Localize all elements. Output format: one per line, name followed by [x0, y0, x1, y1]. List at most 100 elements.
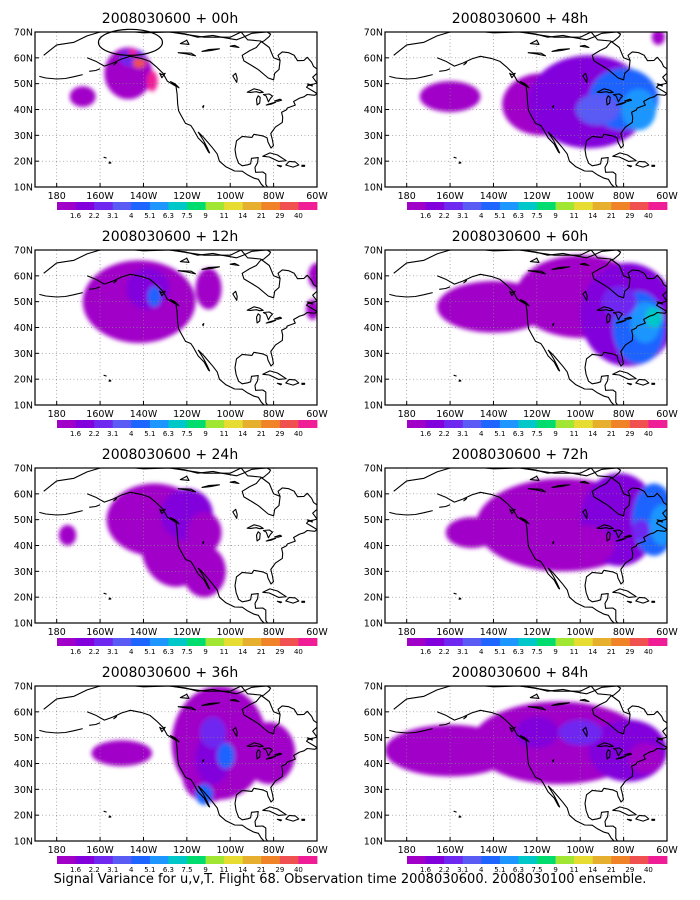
colorbar-swatch: [574, 202, 594, 210]
variance-field: [91, 686, 296, 805]
lat-tick-label: 50N: [14, 79, 33, 90]
map-panel: 2008030600 + 72h 70N 60N 50N 40N 30N 20N 10N 180…: [355, 444, 685, 659]
colorbar-label: 7.5: [531, 212, 542, 220]
coastline: [463, 279, 468, 284]
coastline: [623, 316, 633, 320]
graticule: [385, 686, 667, 841]
colorbar-label: 5.1: [144, 212, 155, 220]
colorbar-swatch: [555, 420, 575, 428]
coastline: [201, 702, 220, 706]
graticule: [35, 468, 317, 623]
colorbar-swatch: [149, 420, 169, 428]
coastline: [319, 516, 333, 528]
colorbar-label: 9: [203, 212, 207, 220]
colorbar-swatch: [518, 638, 538, 646]
variance-field: [69, 47, 158, 107]
coastline: [240, 468, 281, 517]
coastlines: [39, 686, 317, 841]
graticule: [385, 468, 667, 623]
map-panel: 2008030600 + 60h 70N 60N 50N 40N 30N 20N 10N 180…: [355, 226, 685, 441]
panel-title: 2008030600 + 60h: [451, 229, 589, 245]
colorbar-swatch: [279, 202, 299, 210]
colorbar-label: 11: [220, 430, 229, 438]
lon-tick-label: 140W: [480, 627, 508, 638]
coastline: [596, 306, 614, 312]
coastline: [89, 722, 101, 726]
colorbar-label: 5.1: [494, 430, 505, 438]
lat-tick-label: 10N: [14, 401, 33, 412]
lat-tick-label: 50N: [364, 79, 383, 90]
colorbar-swatch: [407, 202, 426, 210]
coastline: [612, 93, 624, 103]
graticule: [385, 32, 667, 187]
coastline: [439, 286, 451, 290]
lon-tick-label: 120W: [173, 627, 201, 638]
colorbar-label: 6.3: [163, 430, 174, 438]
lat-tick-label: 70N: [364, 28, 383, 39]
colorbar-swatch: [444, 638, 464, 646]
lat-tick-label: 10N: [14, 183, 33, 194]
colorbar-label: 5.1: [144, 648, 155, 656]
coastline: [86, 491, 317, 623]
colorbar-label: 7.5: [531, 648, 542, 656]
lon-tick-label: 140W: [130, 409, 158, 420]
coastlines: [39, 250, 333, 405]
coastline: [277, 269, 317, 302]
colorbar-swatch: [407, 638, 426, 646]
colorbar-swatch: [298, 420, 318, 428]
coastline: [529, 39, 540, 45]
colorbar-label: 1.6: [70, 212, 82, 220]
panel-title: 2008030600 + 12h: [101, 229, 239, 245]
coastline: [170, 81, 180, 89]
colorbar-swatch: [57, 638, 76, 646]
variance-contour: [651, 32, 665, 45]
coastline: [579, 480, 590, 485]
lat-tick-label: 20N: [364, 811, 383, 822]
coastline: [615, 755, 627, 760]
coastline: [623, 752, 633, 756]
coastline: [201, 266, 220, 270]
lat-tick-label: 50N: [14, 297, 33, 308]
coastline: [240, 32, 281, 81]
colorbar-label: 5.1: [144, 866, 155, 874]
colorbar-swatch: [425, 638, 445, 646]
lat-tick-label: 40N: [14, 541, 33, 552]
colorbar-label: 6.3: [163, 648, 174, 656]
colorbar-swatch: [149, 202, 169, 210]
coastline: [179, 39, 190, 45]
variance-map: 70N 60N 50N 40N 30N 20N 10N 180 160W 140W 120W 100W…: [14, 682, 329, 875]
coastline: [276, 164, 283, 168]
coastline: [319, 298, 333, 310]
coastline: [265, 755, 277, 760]
lat-tick-label: 50N: [364, 515, 383, 526]
colorbar-label: 14: [588, 648, 597, 656]
colorbar-swatch: [407, 856, 426, 864]
lon-tick-label: 60W: [656, 191, 678, 202]
coastline: [273, 98, 283, 102]
colorbar-label: 6.3: [513, 430, 524, 438]
coastline: [529, 257, 540, 263]
colorbar-swatch: [57, 202, 76, 210]
colorbar-swatch: [555, 638, 575, 646]
lon-tick-label: 120W: [173, 191, 201, 202]
panel-title: 2008030600 + 00h: [101, 11, 239, 27]
variance-contour: [645, 306, 663, 328]
colorbar-label: 2.2: [439, 648, 450, 656]
lon-tick-label: 180: [48, 845, 66, 856]
colorbar-label: 1.6: [420, 866, 432, 874]
panel-title: 2008030600 + 72h: [451, 447, 589, 463]
coastline: [170, 517, 180, 525]
colorbar-label: 3.1: [107, 430, 118, 438]
lon-tick-label: 140W: [130, 845, 158, 856]
coastline: [273, 534, 283, 538]
coastline: [202, 105, 205, 109]
variance-contour: [308, 262, 317, 289]
colorbar: 1.6 2.2 3.1 4 5.1 6.3 7.5 9 11 14 21 29 40: [407, 856, 668, 874]
colorbar-label: 40: [644, 866, 653, 874]
coastline: [255, 95, 261, 106]
colorbar-swatch: [112, 202, 132, 210]
lat-tick-label: 60N: [364, 271, 383, 282]
colorbar-label: 5.1: [494, 866, 505, 874]
colorbar-label: 29: [625, 212, 634, 220]
colorbar-label: 21: [607, 430, 616, 438]
